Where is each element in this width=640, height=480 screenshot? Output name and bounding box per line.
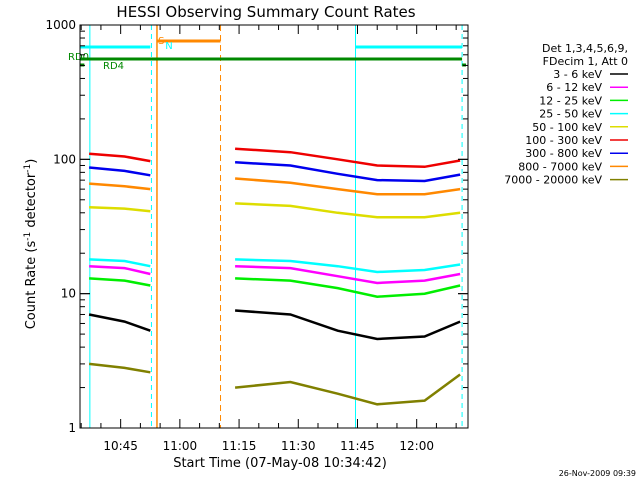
legend-label: 7000 - 20000 keV xyxy=(504,174,602,187)
series-line-6-seg2 xyxy=(235,147,461,169)
flag-label-rd0: RD0 xyxy=(68,52,89,63)
series-line-7-seg1 xyxy=(88,166,151,177)
series-line-6-seg1 xyxy=(89,152,151,163)
series-line-8-seg2 xyxy=(235,177,461,196)
y-tick-label: 1000 xyxy=(45,18,76,32)
chart-title: HESSI Observing Summary Count Rates xyxy=(116,3,415,21)
flag-label-n: N xyxy=(165,41,172,52)
y-axis: 1 10 100 1000 xyxy=(45,18,468,435)
series-line-9-seg1 xyxy=(88,362,151,374)
plot-area: S N RD0 RD4 xyxy=(68,25,467,428)
y-axis-label: Count Rate (s-1 detector-1) xyxy=(23,159,39,330)
y-tick-label: 100 xyxy=(53,152,76,166)
series-line-1-seg2 xyxy=(235,309,461,341)
series-line-5-seg2 xyxy=(235,202,461,219)
legend: Det 1,3,4,5,6,9, FDecim 1, Att 0 3 - 6 k… xyxy=(504,42,628,187)
legend-label: 50 - 100 keV xyxy=(532,121,602,134)
x-axis: 10:45 11:00 11:15 11:30 11:45 12:00 xyxy=(80,25,457,453)
x-tick-label: 11:30 xyxy=(281,439,316,453)
series-line-4-seg2 xyxy=(235,258,461,274)
y-tick-label: 10 xyxy=(61,287,76,301)
series-line-3-seg1 xyxy=(89,277,151,287)
generation-timestamp: 26-Nov-2009 09:39 xyxy=(559,469,636,478)
x-tick-label: 11:45 xyxy=(340,439,375,453)
series-line-8-seg1 xyxy=(89,182,151,191)
legend-label: 12 - 25 keV xyxy=(539,94,602,107)
svg-text:Count Rate (s-1 detector-1): Count Rate (s-1 detector-1) xyxy=(23,159,39,330)
x-tick-label: 10:45 xyxy=(103,439,138,453)
legend-label: 800 - 7000 keV xyxy=(518,160,602,173)
series-line-3-seg2 xyxy=(235,277,461,298)
legend-label: 3 - 6 keV xyxy=(553,68,602,81)
series-line-7-seg2 xyxy=(235,161,461,183)
x-tick-label: 12:00 xyxy=(399,439,434,453)
legend-label: 300 - 800 keV xyxy=(525,147,602,160)
x-tick-label: 11:00 xyxy=(163,439,198,453)
series-line-5-seg1 xyxy=(89,205,151,213)
series-line-2-seg2 xyxy=(235,264,461,285)
flag-label-s: S xyxy=(158,36,164,47)
series-line-9-seg2 xyxy=(234,373,461,406)
series-line-1-seg1 xyxy=(88,313,151,332)
series-line-2-seg1 xyxy=(89,264,151,276)
plot-frame xyxy=(79,24,469,429)
legend-label: 25 - 50 keV xyxy=(539,108,602,121)
y-tick-label: 1 xyxy=(68,421,76,435)
legend-header-line2: FDecim 1, Att 0 xyxy=(543,55,628,68)
flag-label-rd4: RD4 xyxy=(103,61,124,72)
x-axis-label: Start Time (07-May-08 10:34:42) xyxy=(173,456,387,471)
legend-label: 6 - 12 keV xyxy=(546,81,602,94)
legend-header-line1: Det 1,3,4,5,6,9, xyxy=(542,42,628,55)
x-tick-label: 11:15 xyxy=(222,439,257,453)
legend-label: 100 - 300 keV xyxy=(525,134,602,147)
series-line-4-seg1 xyxy=(89,258,151,268)
